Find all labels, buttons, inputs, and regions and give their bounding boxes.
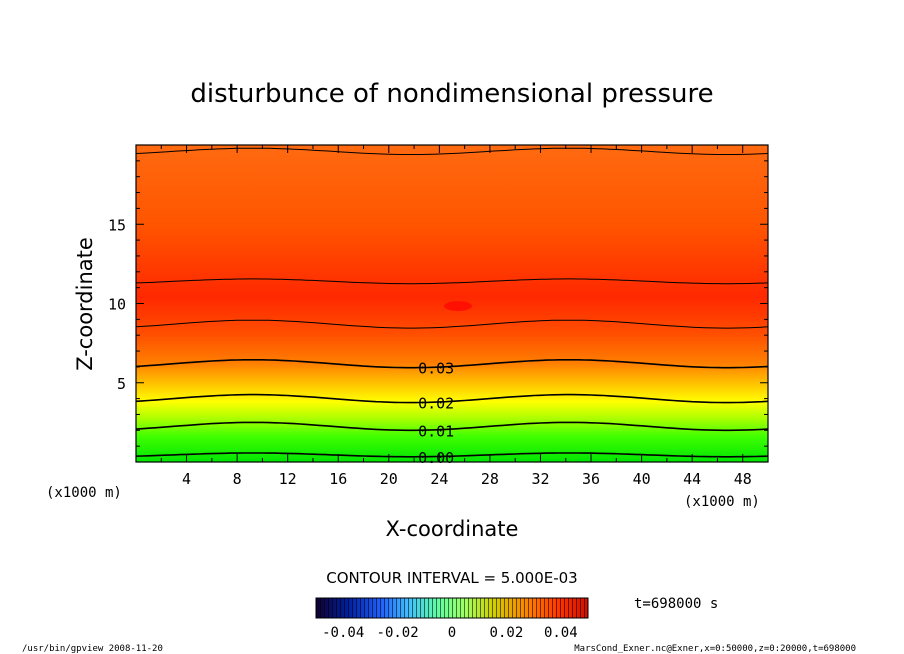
contour-line <box>136 359 768 369</box>
x-unit-right: (x1000 m) <box>684 494 760 510</box>
contour-line <box>136 278 768 285</box>
y-tick-label: 5 <box>117 375 126 393</box>
footer-left: /usr/bin/gpview 2008-11-20 <box>22 644 163 654</box>
x-tick-label: 44 <box>683 470 701 488</box>
x-tick-label: 24 <box>430 470 448 488</box>
x-tick-label: 12 <box>279 470 297 488</box>
x-tick-label: 48 <box>734 470 752 488</box>
x-tick-label: 20 <box>380 470 398 488</box>
colorbar-ticks: -0.04 -0.02 0 0.02 0.04 <box>322 625 578 641</box>
contour-label: 0.01 <box>418 422 454 440</box>
colorbar-frame <box>315 597 589 619</box>
x-tick-label: 8 <box>233 470 242 488</box>
colorbar-stripes <box>316 598 588 618</box>
contour-line <box>136 421 768 432</box>
x-axis-label: X-coordinate <box>386 517 519 541</box>
x-tick-label: 4 <box>182 470 191 488</box>
contour-labels: 0.00 0.01 0.02 0.03 <box>418 360 454 467</box>
chart-title: disturbunce of nondimensional pressure <box>190 79 713 109</box>
contour-line <box>136 319 768 329</box>
contour-line <box>136 452 768 458</box>
y-axis-ticks: 5 10 15 <box>108 160 768 447</box>
contour-line <box>136 147 768 155</box>
plot-area <box>136 145 768 462</box>
pressure-max-spot <box>444 301 472 311</box>
x-unit-left: (x1000 m) <box>46 485 122 501</box>
contour-lines <box>136 147 768 458</box>
x-tick-label: 40 <box>633 470 651 488</box>
contour-label: 0.03 <box>418 360 454 378</box>
contour-label: 0.02 <box>418 395 454 413</box>
colorbar-tick-label: -0.02 <box>377 625 419 641</box>
time-label: t=698000 s <box>634 596 718 612</box>
x-tick-label: 16 <box>329 470 347 488</box>
x-tick-label: 28 <box>481 470 499 488</box>
contour-interval-text: CONTOUR INTERVAL = 5.000E-03 <box>326 569 577 587</box>
x-tick-label: 32 <box>531 470 549 488</box>
colorbar-tick-label: -0.04 <box>322 625 364 641</box>
contour-line <box>136 393 768 404</box>
contour-label: 0.00 <box>418 449 454 467</box>
y-tick-label: 10 <box>108 296 126 314</box>
footer-right: MarsCond_Exner.nc@Exner,x=0:50000,z=0:20… <box>574 644 856 654</box>
colorbar: -0.04 -0.02 0 0.02 0.04 <box>315 597 589 641</box>
y-tick-label: 15 <box>108 216 126 234</box>
x-tick-label: 36 <box>582 470 600 488</box>
x-axis-ticks: 4 8 12 16 20 24 28 32 36 40 44 48 <box>160 145 752 488</box>
y-axis-label: Z-coordinate <box>73 237 97 371</box>
colorbar-tick-label: 0.04 <box>544 625 578 641</box>
colorbar-tick-label: 0 <box>448 625 456 641</box>
colorbar-tick-label: 0.02 <box>490 625 524 641</box>
